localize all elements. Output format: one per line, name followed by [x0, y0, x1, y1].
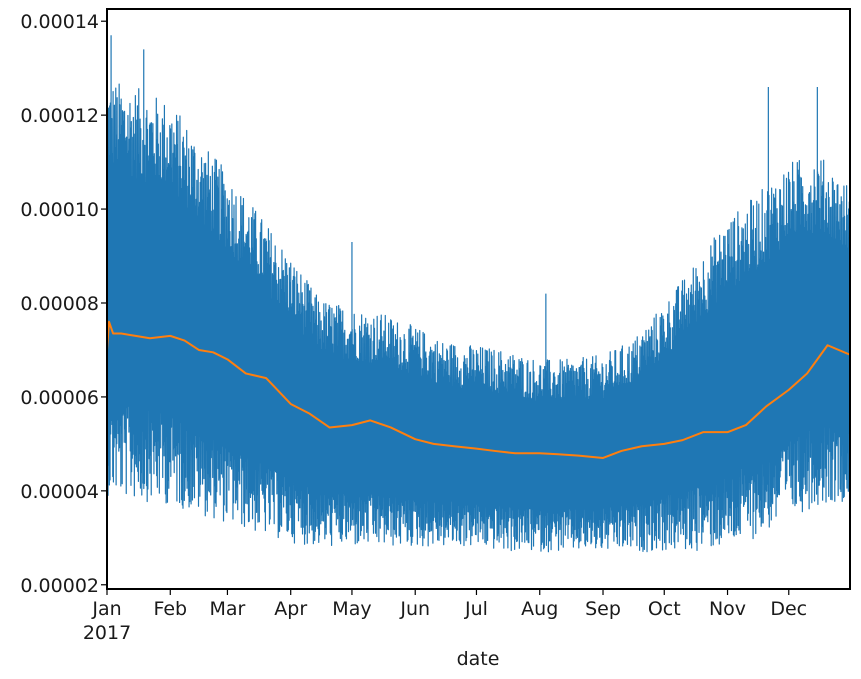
- x-axis: Jan Feb Mar Apr May Jun Jul Aug Sep Oct Nov Dec: [91, 589, 807, 620]
- y-tick-label: 0.00014: [20, 11, 99, 33]
- x-tick-label: Sep: [585, 598, 621, 620]
- y-tick-label: 0.00002: [20, 575, 99, 597]
- x-tick-label: Feb: [153, 598, 187, 620]
- y-tick-label: 0.00004: [20, 481, 99, 503]
- x-year-label: 2017: [83, 622, 131, 644]
- x-tick-label: Aug: [521, 598, 558, 620]
- y-axis: 0.00002 0.00004 0.00006 0.00008 0.00010 0.000…: [20, 11, 107, 597]
- x-tick-label: May: [332, 598, 371, 620]
- x-tick-label: Nov: [709, 598, 746, 620]
- x-tick-label: Oct: [648, 598, 681, 620]
- x-tick-label: Jan: [91, 598, 121, 620]
- series-blue-line: [107, 35, 850, 553]
- x-tick-label: Jun: [399, 598, 430, 620]
- y-tick-label: 0.00008: [20, 293, 99, 315]
- x-tick-label: Dec: [770, 598, 807, 620]
- y-tick-label: 0.00006: [20, 387, 99, 409]
- x-tick-label: Apr: [274, 598, 307, 620]
- series-orange-line: [107, 320, 850, 459]
- x-axis-title: date: [457, 648, 500, 670]
- plot-frame: [106, 8, 851, 590]
- x-tick-label: Mar: [210, 598, 246, 620]
- plot-area: [107, 35, 850, 553]
- series-layer: [107, 35, 850, 553]
- y-tick-label: 0.00010: [20, 199, 99, 221]
- y-tick-label: 0.00012: [20, 105, 99, 127]
- x-tick-label: Jul: [464, 598, 488, 620]
